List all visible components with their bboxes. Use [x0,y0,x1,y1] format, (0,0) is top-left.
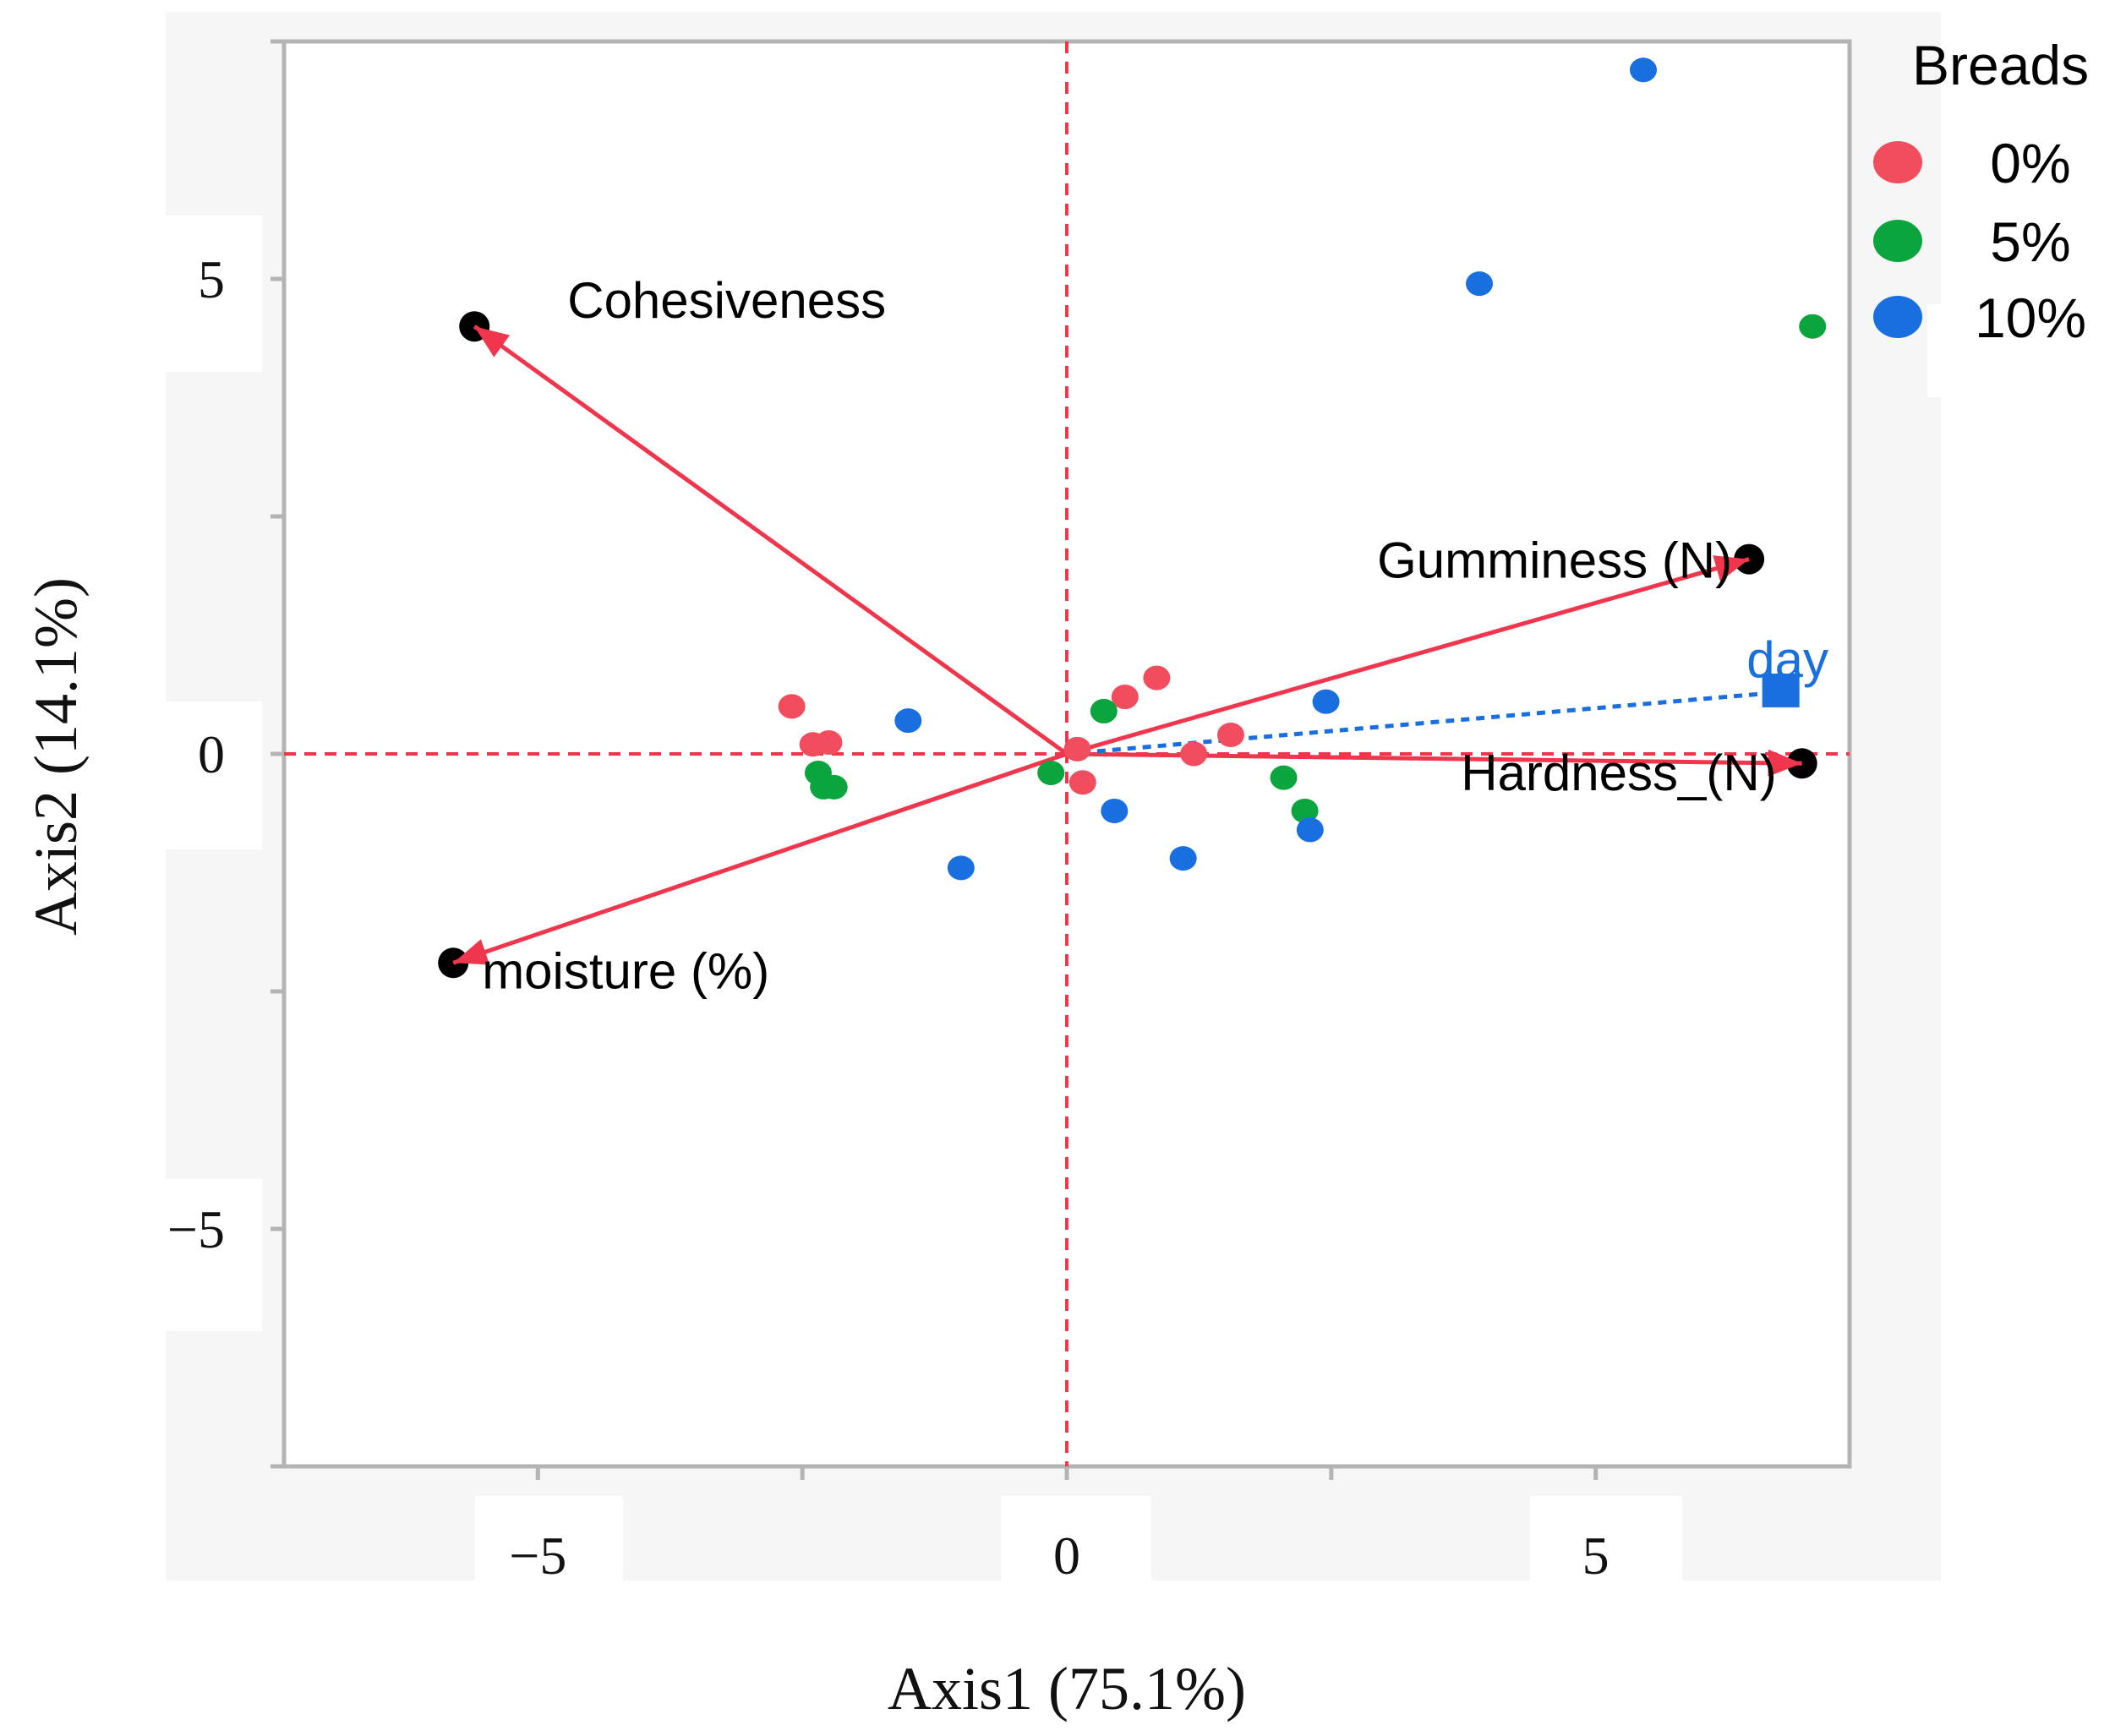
supplementary-label: day [1746,631,1828,688]
loading-vector [473,325,1068,756]
data-point [1111,685,1139,710]
data-point [1180,741,1208,767]
legend-label: 10% [1975,287,2086,349]
x-axis-title: Axis1 (75.1%) [888,1655,1246,1722]
data-point [947,855,975,881]
data-point [1037,760,1065,785]
y-tick-label: 5 [198,249,225,309]
tick-label-backgrounds [166,216,2029,1580]
loading-arrowhead [453,939,490,965]
legend-title: Breads [1912,34,2089,96]
legend-marker [1873,141,1922,183]
data-points [778,57,1827,881]
legend: Breads 0% 5% 10% [1873,34,2089,349]
data-point [1143,665,1171,691]
vector-label: moisture (%) [482,942,769,999]
data-point [1296,817,1324,843]
data-point [1063,736,1091,762]
data-point [1799,314,1827,339]
data-point [1629,57,1657,83]
data-point [1312,689,1340,714]
data-point [778,694,806,719]
y-tick-label: −5 [167,1199,225,1259]
loading-vector [1066,557,1750,756]
legend-marker [1873,220,1922,262]
legend-label: 5% [1990,210,2070,273]
data-point [1216,723,1244,748]
loading-arrowhead [1768,749,1802,777]
loading-vector [452,751,1068,965]
vector-label: Hardness_(N) [1461,745,1776,801]
data-point [1101,798,1129,823]
loading-arrowhead [474,326,511,358]
x-tick-label: −5 [509,1526,566,1586]
supplementary-vector [1066,690,1781,756]
vector-label: Cohesiveness [567,272,886,329]
legend-label: 0% [1990,132,2070,194]
vector-label: Gumminess (N) [1377,532,1732,589]
data-point [815,730,843,756]
data-point [1466,271,1494,297]
y-axis-title: Axis2 (14.1%) [22,577,90,936]
x-tick-label: 0 [1053,1526,1080,1586]
supplementary-endpoint [1762,673,1800,707]
data-point [820,774,848,800]
x-tick-label: 5 [1582,1526,1610,1586]
data-point [894,708,922,734]
y-tick-label: 0 [198,724,225,784]
data-point [1090,698,1118,723]
data-point [1068,770,1096,795]
data-point [1270,765,1298,790]
vector-labels: Cohesiveness Gumminess (N) Hardness_(N)moi… [482,272,1828,999]
legend-marker [1873,296,1922,338]
data-point [1169,846,1197,871]
data-point [1291,798,1319,823]
loading-arrowhead [1713,555,1750,581]
